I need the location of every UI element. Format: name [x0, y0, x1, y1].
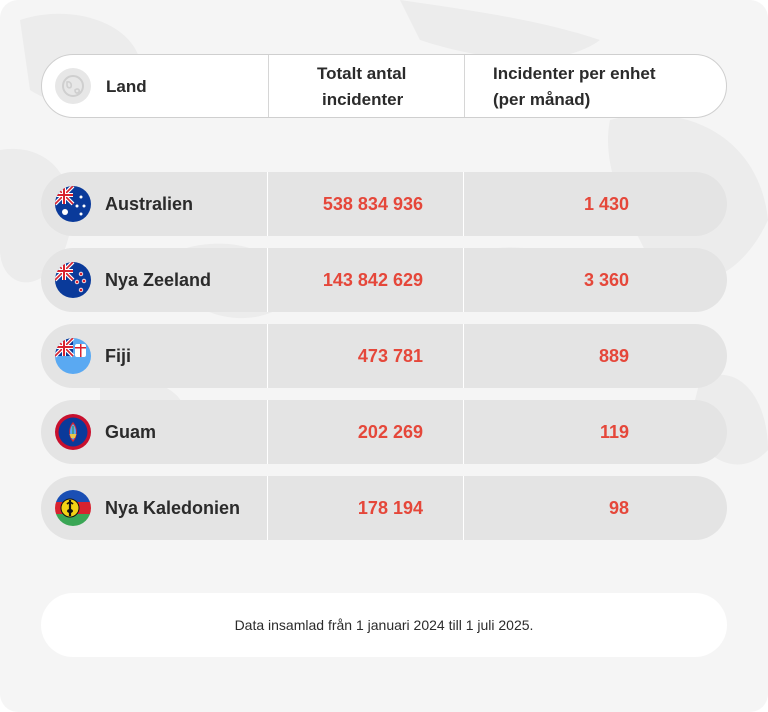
country-name: Australien: [105, 194, 194, 214]
column-divider: [463, 324, 464, 388]
total-incidents: 538 834 936: [322, 194, 423, 214]
globe-icon: [55, 68, 91, 104]
column-divider: [267, 476, 268, 540]
table-row: Guam 202 269 119: [41, 400, 727, 464]
country-name: Guam: [105, 422, 157, 442]
incidents-per-unit: 119: [599, 422, 629, 442]
new-caledonia-flag-icon: [55, 490, 91, 526]
total-incidents: 143 842 629: [322, 270, 423, 290]
table-header: Land Totalt antal incidenter Incidenter …: [41, 54, 727, 118]
australia-flag-icon: [55, 186, 91, 222]
incidents-per-unit: 889: [598, 346, 629, 366]
header-per-unit-line2: (per månad): [493, 90, 591, 109]
incidents-per-unit: 98: [608, 498, 629, 518]
country-name: Nya Kaledonien: [105, 498, 241, 518]
country-name: Fiji: [105, 346, 131, 366]
column-divider: [267, 324, 268, 388]
total-incidents: 178 194: [357, 498, 423, 518]
column-divider: [267, 400, 268, 464]
header-divider: [464, 55, 465, 117]
table-row: Nya Zeeland 143 842 629 3 360: [41, 248, 727, 312]
column-divider: [463, 400, 464, 464]
table-row: Australien 538 834 936 1 430: [41, 172, 727, 236]
header-country: Land: [106, 77, 147, 96]
total-incidents: 473 781: [357, 346, 423, 366]
country-name: Nya Zeeland: [105, 270, 212, 290]
column-divider: [267, 248, 268, 312]
data-source-note: Data insamlad från 1 januari 2024 till 1…: [41, 593, 727, 657]
column-divider: [463, 476, 464, 540]
incidents-per-unit: 1 430: [583, 194, 629, 214]
header-divider: [268, 55, 269, 117]
guam-flag-icon: [55, 414, 91, 450]
fiji-flag-icon: [55, 338, 91, 374]
incidents-per-unit: 3 360: [583, 270, 629, 290]
header-per-unit-line1: Incidenter per enhet: [493, 64, 656, 83]
header-total-line2: incidenter: [322, 90, 404, 109]
column-divider: [463, 248, 464, 312]
column-divider: [267, 172, 268, 236]
table-row: Nya Kaledonien 178 194 98: [41, 476, 727, 540]
table-row: Fiji 473 781 889: [41, 324, 727, 388]
column-divider: [463, 172, 464, 236]
total-incidents: 202 269: [357, 422, 423, 442]
header-total-line1: Totalt antal: [317, 64, 407, 83]
new-zealand-flag-icon: [55, 262, 91, 298]
